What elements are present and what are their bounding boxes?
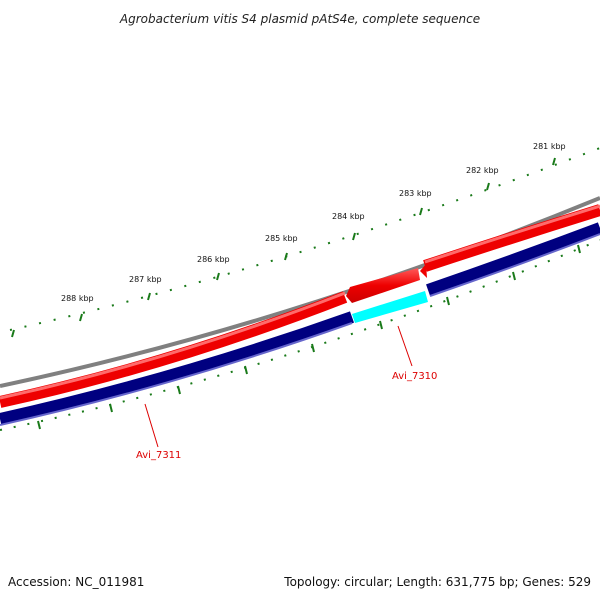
leader-line-avi-7310 [397, 325, 413, 367]
scale-label-283: 283 kbp [399, 189, 432, 198]
sequence-summary: Topology: circular; Length: 631,775 bp; … [283, 575, 591, 589]
scale-label-281: 281 kbp [533, 142, 566, 151]
gene-avi-7310 [352, 291, 428, 323]
scale-label-287: 287 kbp [129, 275, 162, 284]
scale-label-288: 288 kbp [61, 294, 94, 303]
backbone-arc [0, 196, 600, 388]
inner-scale-ticks [0, 239, 600, 431]
scale-label-285: 285 kbp [265, 234, 298, 243]
gene-label-avi-7311[interactable]: Avi_7311 [136, 450, 181, 461]
leader-line-avi-7311 [144, 403, 159, 448]
scale-label-282: 282 kbp [466, 166, 499, 175]
scale-label-286: 286 kbp [197, 255, 230, 264]
outer-scale-ticks [9, 147, 600, 338]
map-title: Agrobacterium vitis S4 plasmid pAtS4e, c… [119, 12, 480, 26]
reverse-strand [0, 222, 600, 426]
accession-text: Accession: NC_011981 [8, 575, 144, 589]
gene-arrow-forward [346, 268, 420, 303]
forward-strand [0, 204, 600, 408]
scale-label-284: 284 kbp [332, 212, 365, 221]
gene-label-avi-7310[interactable]: Avi_7310 [392, 371, 437, 382]
